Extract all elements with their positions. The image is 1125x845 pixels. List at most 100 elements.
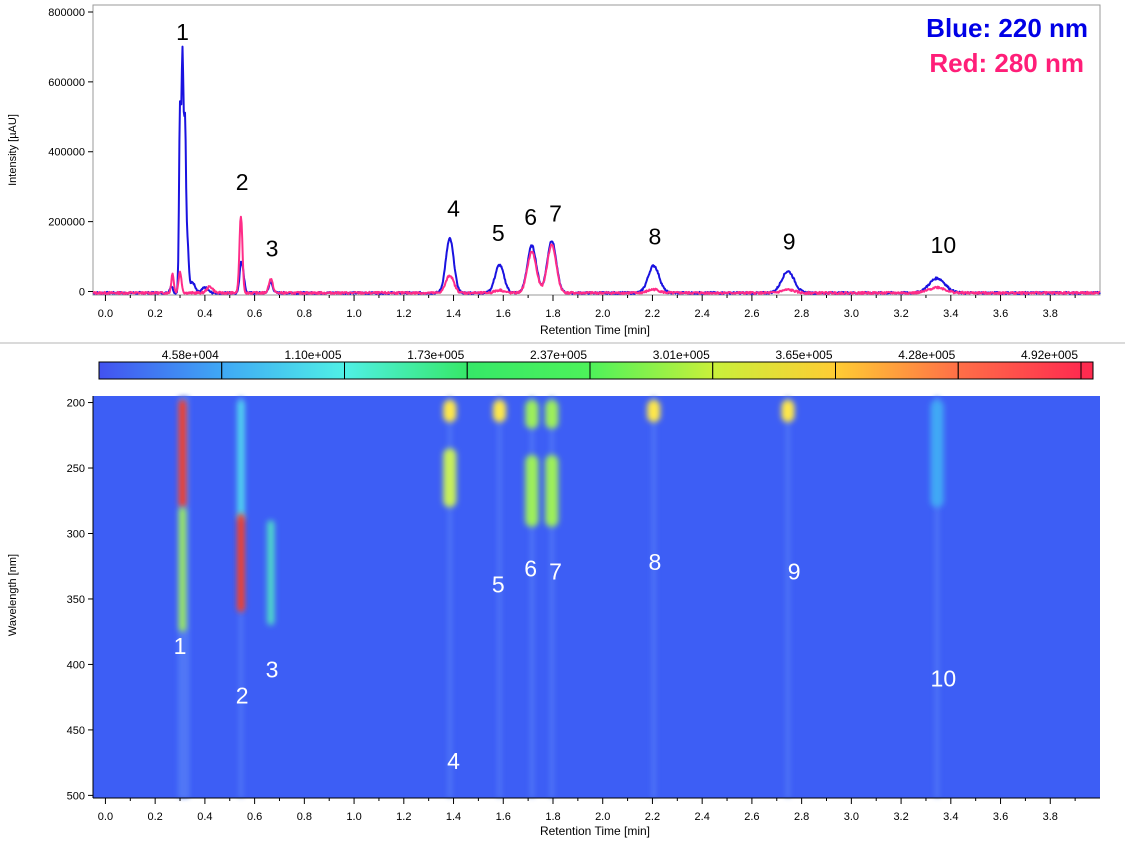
heatmap-x-tick-label: 3.2: [893, 811, 908, 823]
colorbar-tick-label: 4.92e+005: [1021, 348, 1078, 362]
heatmap-y-tick-label: 350: [67, 594, 85, 606]
x-tick-label: 2.6: [744, 308, 759, 320]
heatmap-streak: [784, 396, 791, 798]
heatmap-x-tick-label: 1.8: [545, 811, 560, 823]
heatmap-spot: [525, 454, 539, 527]
peak-label-9: 9: [783, 229, 796, 255]
heatmap-spot: [493, 399, 507, 423]
heatmap-y-tick-label: 500: [67, 790, 85, 802]
heatmap-y-axis-ticks: 200 250 300 350 400 450 500: [67, 396, 94, 802]
y-tick-label: 800000: [48, 7, 85, 19]
x-tick-label: 2.8: [794, 308, 809, 320]
heatmap-panel: 200 250 300 350 400 450 500 0.0 0.2 0.4 0.6 0.8 1.0…: [7, 396, 1100, 838]
peak-label-4: 4: [447, 195, 460, 221]
heatmap-peak-label-4: 4: [447, 748, 460, 774]
x-tick-label: 0.0: [98, 308, 113, 320]
heatmap-x-tick-label: 1.2: [396, 811, 411, 823]
colorbar-cells: [98, 361, 1094, 380]
heatmap-peak-label-10: 10: [931, 666, 957, 692]
peak-label-6: 6: [524, 204, 537, 230]
colorbar-end-segment: [1080, 361, 1094, 380]
colorbar-tick-label: 2.37e+005: [530, 348, 587, 362]
colorbar-segment: [835, 361, 959, 380]
x-tick-label: 3.6: [993, 308, 1008, 320]
colorbar-tick-label: 4.28e+005: [898, 348, 955, 362]
heatmap-y-tick-label: 400: [67, 659, 85, 671]
heatmap-spot: [525, 399, 539, 429]
colorbar-segment: [98, 361, 223, 380]
heatmap-x-axis-title: Retention Time [min]: [540, 824, 650, 838]
heatmap-x-tick-label: 1.0: [346, 811, 361, 823]
heatmap-x-tick-label: 2.0: [595, 811, 610, 823]
x-tick-label: 3.4: [943, 308, 958, 320]
x-tick-label: 0.8: [297, 308, 312, 320]
heatmap-x-axis-ticks: 0.0 0.2 0.4 0.6 0.8 1.0 1.2 1.4 1.6 1.8 2.0 2.2 2.4 2…: [93, 797, 1100, 823]
colorbar-segment: [589, 361, 714, 380]
heatmap-y-tick-label: 450: [67, 725, 85, 737]
colorbar-segment: [466, 361, 591, 380]
x-tick-label: 2.4: [695, 308, 710, 320]
colorbar-tick-label: 3.65e+005: [775, 348, 832, 362]
x-tick-label: 2.2: [645, 308, 660, 320]
x-tick-label: 0.2: [148, 308, 163, 320]
colorbar-segment: [712, 361, 836, 380]
heatmap-x-tick-label: 0.4: [197, 811, 212, 823]
heatmap-peak-label-9: 9: [788, 558, 801, 584]
heatmap-spot: [179, 399, 187, 508]
x-tick-label: 3.8: [1043, 308, 1058, 320]
y-axis-ticks: 0 200000 400000 600000 800000: [48, 7, 93, 299]
peak-label-3: 3: [266, 236, 279, 262]
peak-label-10: 10: [931, 232, 957, 258]
heatmap-spot: [179, 507, 187, 632]
heatmap-x-tick-label: 0.8: [297, 811, 312, 823]
heatmap-spot: [545, 454, 559, 527]
x-tick-label: 3.2: [893, 308, 908, 320]
heatmap-x-tick-label: 1.6: [496, 811, 511, 823]
heatmap-x-tick-label: 0.6: [247, 811, 262, 823]
colorbar-segment: [221, 361, 345, 380]
heatmap-x-tick-label: 2.2: [645, 811, 660, 823]
heatmap-peak-labels: 1 23 4 56 7 8 9 10: [174, 549, 957, 774]
heatmap-spot: [443, 399, 457, 423]
series-lines: [92, 45, 1101, 295]
heatmap-streak: [496, 396, 503, 798]
x-tick-label: 3.0: [844, 308, 859, 320]
colorbar-tick-label: 1.10e+005: [284, 348, 341, 362]
heatmap-x-tick-label: 0.2: [148, 811, 163, 823]
x-axis-title: Retention Time [min]: [540, 323, 650, 337]
heatmap-spots: [177, 396, 944, 798]
heatmap-y-tick-label: 300: [67, 528, 85, 540]
heatmap-spot: [267, 520, 275, 626]
colorbar-segment: [344, 361, 468, 380]
legend-red-label: Red: 280 nm: [929, 48, 1084, 78]
heatmap-spot: [545, 399, 559, 429]
heatmap-streak: [934, 396, 941, 798]
heatmap-peak-label-1: 1: [174, 633, 187, 659]
y-axis-title: Intensity [µAU]: [7, 114, 19, 186]
chromatogram-plot-area: [92, 4, 1101, 296]
heatmap-peak-label-5: 5: [492, 571, 505, 597]
x-tick-label: 1.4: [446, 308, 461, 320]
heatmap-y-axis-title: Wavelength [nm]: [7, 554, 19, 636]
heatmap-spot: [443, 448, 457, 508]
heatmap-peak-label-6: 6: [524, 556, 537, 582]
x-tick-label: 2.0: [595, 308, 610, 320]
peak-label-7: 7: [549, 201, 562, 227]
heatmap-streak: [548, 396, 555, 798]
heatmap-spot: [647, 399, 661, 423]
peak-label-5: 5: [492, 220, 505, 246]
peak-labels: 1 2 3 4 56 7 8 9 10: [176, 19, 956, 262]
peak-label-8: 8: [649, 223, 662, 249]
y-tick-label: 400000: [48, 147, 85, 159]
heatmap-streak: [446, 396, 453, 798]
heatmap-spot: [237, 513, 245, 613]
colorbar-tick-label: 3.01e+005: [653, 348, 710, 362]
x-tick-label: 0.4: [197, 308, 212, 320]
x-tick-label: 0.6: [247, 308, 262, 320]
heatmap-peak-label-2: 2: [236, 683, 249, 709]
heatmap-x-tick-label: 3.6: [993, 811, 1008, 823]
x-tick-label: 1.8: [545, 308, 560, 320]
y-tick-label: 600000: [48, 77, 85, 89]
